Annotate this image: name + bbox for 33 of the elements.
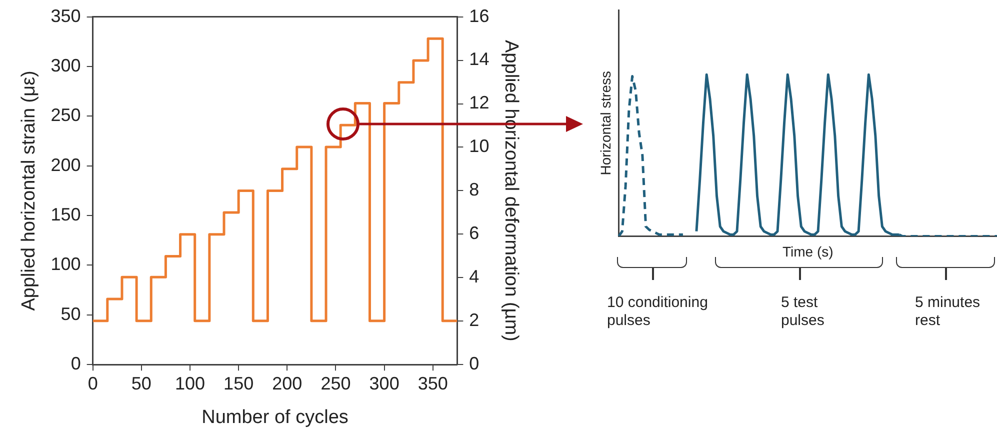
y2-tick-label: 16 [469,6,490,26]
x-axis-title: Number of cycles [202,406,348,428]
y2-tick-label: 4 [469,266,480,287]
y2-tick-label: 12 [469,92,490,113]
x-tick-label: 250 [320,373,351,394]
y-tick-label: 150 [50,204,81,225]
x-tick-label: 50 [131,373,152,394]
y-axis-title: Applied horizontal strain (με) [18,70,40,311]
x-tick-label: 0 [88,373,98,394]
text: 5 minutes rest [915,294,982,330]
x-axis-title: Time (s) [782,243,834,260]
text: 5 test pulses [781,294,826,330]
y2-tick-label: 0 [469,354,480,374]
y-axis-title: Horizontal stress [597,70,614,176]
x-tick-label: 350 [418,373,448,394]
y2-tick-label: 6 [469,223,480,244]
y2-tick-label: 8 [469,180,480,200]
y2-tick-label: 14 [469,49,490,70]
y-tick-label: 250 [50,105,81,126]
y-tick-label: 350 [50,6,81,26]
y2-tick-label: 10 [469,136,490,156]
x-tick-label: 150 [224,373,254,394]
x-tick-label: 100 [174,373,206,394]
y-tick-label: 0 [70,354,81,374]
y-tick-label: 300 [50,55,81,76]
x-tick-label: 300 [369,373,400,394]
text: 10 conditioning pulses [607,294,709,330]
y2-tick-label: 2 [469,310,480,330]
y2-axis-title: Applied horizontal deformation (µm) [500,40,522,342]
y-tick-label: 100 [50,254,81,274]
x-tick-label: 200 [272,373,302,394]
y-tick-label: 200 [50,154,81,175]
y-tick-label: 50 [60,304,81,324]
